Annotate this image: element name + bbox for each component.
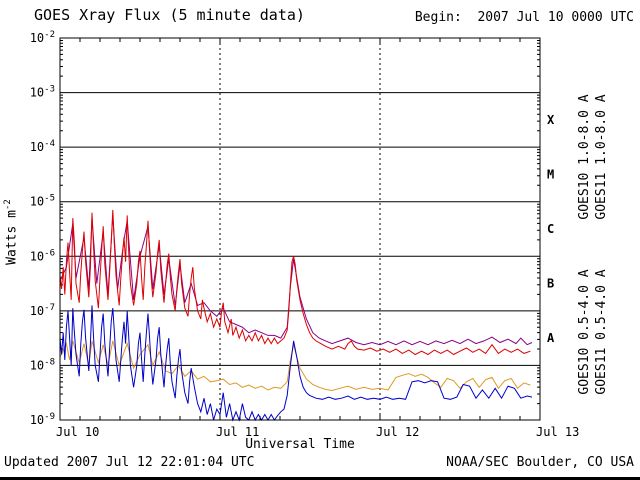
bottom-border	[0, 477, 640, 480]
svg-text:10-5: 10-5	[30, 194, 55, 209]
svg-text:10-8: 10-8	[30, 357, 55, 372]
svg-text:Jul 13: Jul 13	[536, 425, 579, 439]
svg-text:10-4: 10-4	[30, 139, 55, 154]
y-tick-labels: 10-2 10-3 10-4 10-5 10-6 10-7 10-8 10-9	[30, 30, 55, 427]
svg-text:10-6: 10-6	[30, 248, 55, 263]
begin-time-label: Begin: 2007 Jul 10 0000 UTC	[414, 10, 634, 25]
series-goes10-0-5-4-0-a	[59, 340, 531, 392]
svg-text:10-2: 10-2	[30, 30, 55, 45]
y-axis-label-base: Watts m	[4, 210, 20, 265]
svg-text:Jul 10: Jul 10	[56, 425, 99, 439]
series-goes11-0-5-4-0-a	[59, 305, 533, 422]
svg-text:X: X	[547, 113, 555, 127]
x-tick-labels: Jul 10 Jul 11 Jul 12 Jul 13	[56, 425, 579, 439]
svg-text:10-9: 10-9	[30, 412, 55, 427]
svg-text:C: C	[547, 222, 554, 236]
plot-frame	[59, 37, 541, 421]
svg-text:Jul 11: Jul 11	[216, 425, 259, 439]
series-label-goes11-0-5-4-0-a: GOES11 0.5-4.0 A	[594, 269, 609, 394]
series-goes11-1-0-8-0-a	[59, 209, 531, 356]
series-legend-labels: GOES10 1.0-8.0 A GOES11 1.0-8.0 A GOES10 0…	[577, 94, 609, 394]
credit-label: NOAA/SEC Boulder, CO USA	[446, 455, 634, 470]
h-gridlines	[60, 92, 540, 366]
svg-text:10-3: 10-3	[30, 85, 55, 100]
series-label-goes10-1-0-8-0-a: GOES10 1.0-8.0 A	[577, 94, 592, 219]
svg-text:Jul 12: Jul 12	[376, 425, 419, 439]
svg-text:M: M	[547, 167, 554, 181]
series-label-goes11-1-0-8-0-a: GOES11 1.0-8.0 A	[594, 94, 609, 219]
x-axis-label: Universal Time	[245, 437, 355, 452]
series-goes10-1-0-8-0-a	[59, 215, 533, 346]
svg-text:10-7: 10-7	[30, 303, 55, 318]
series-lines	[59, 209, 533, 422]
y-axis-label: Watts m-2	[3, 162, 19, 302]
x-ticks	[59, 38, 541, 420]
chart-title: GOES Xray Flux (5 minute data)	[34, 6, 305, 24]
series-label-goes10-0-5-4-0-a: GOES10 0.5-4.0 A	[577, 269, 592, 394]
v-dashed-gridlines	[219, 38, 381, 420]
flare-class-letters: X M C B A	[547, 113, 555, 345]
svg-text:A: A	[547, 331, 555, 345]
y-axis-label-exponent: -2	[3, 199, 13, 211]
svg-text:B: B	[547, 277, 554, 291]
updated-timestamp: Updated 2007 Jul 12 22:01:04 UTC	[4, 455, 255, 470]
